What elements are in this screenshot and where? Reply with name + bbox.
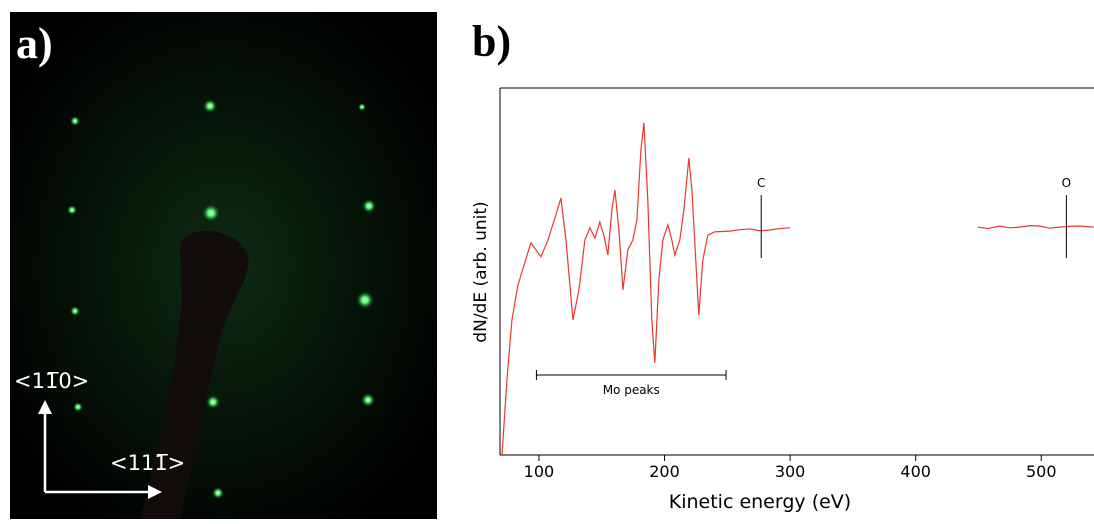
spectrum-line bbox=[501, 122, 1094, 456]
y-axis-label: dN/dE (arb. unit) bbox=[471, 201, 491, 342]
peak-label: C bbox=[757, 176, 765, 190]
leed-image: <11̅0> <111̅> a) bbox=[10, 12, 437, 520]
direction-label: <11̅0> bbox=[14, 369, 89, 393]
x-axis-label: Kinetic energy (eV) bbox=[669, 491, 851, 513]
range-label: Mo peaks bbox=[603, 383, 660, 397]
x-tick-label: 200 bbox=[649, 462, 680, 481]
x-tick-label: 300 bbox=[775, 462, 806, 481]
direction-arrows bbox=[38, 400, 162, 499]
diffraction-spots bbox=[67, 99, 376, 499]
x-tick-label: 500 bbox=[1026, 462, 1057, 481]
peak-label: O bbox=[1062, 176, 1071, 190]
electron-gun-shadow bbox=[140, 231, 249, 520]
x-tick-label: 100 bbox=[524, 462, 555, 481]
panel-label: a) bbox=[16, 19, 53, 68]
direction-label: <111̅> bbox=[110, 451, 185, 475]
panel-label: b) bbox=[472, 17, 511, 66]
x-tick-label: 400 bbox=[900, 462, 931, 481]
